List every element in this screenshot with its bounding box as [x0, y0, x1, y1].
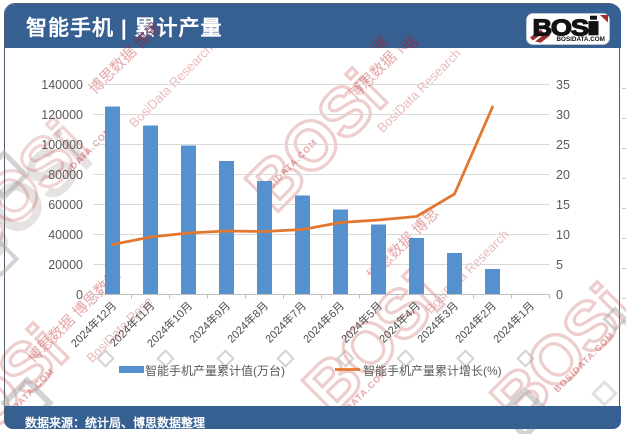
svg-text:BOS: BOS — [533, 15, 589, 41]
svg-text:BOSIDATA.COM: BOSIDATA.COM — [557, 36, 605, 43]
